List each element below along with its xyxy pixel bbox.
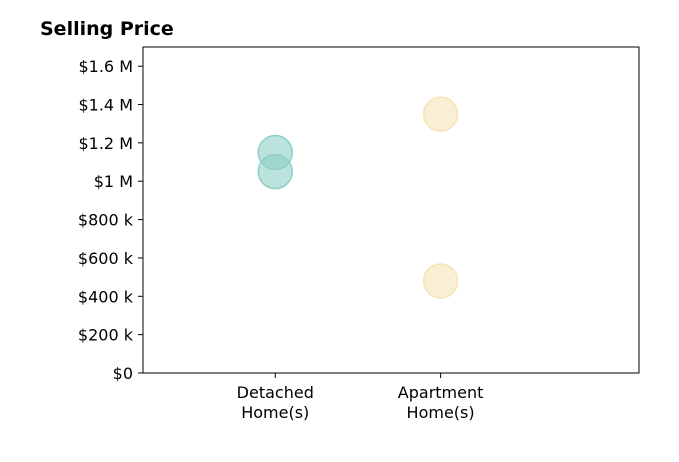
y-tick-label: $600 k xyxy=(78,249,134,268)
y-tick-label: $1 M xyxy=(94,172,133,191)
data-point xyxy=(422,263,459,299)
y-tick-label: $800 k xyxy=(78,211,134,230)
y-tick-label: $1.4 M xyxy=(78,96,133,115)
data-points xyxy=(257,96,459,299)
y-tick-label: $400 k xyxy=(78,287,134,306)
data-point xyxy=(422,96,459,132)
y-tick-label: $0 xyxy=(113,364,133,383)
plot-area xyxy=(142,46,640,374)
y-tick-label: $1.2 M xyxy=(78,134,133,153)
x-axis: Detached Home(s) Apartment Home(s) xyxy=(237,373,484,422)
y-tick-label: $1.6 M xyxy=(78,57,133,76)
y-axis: $0 $200 k $400 k $600 k $800 k $1 M $1.2 M $1.4… xyxy=(78,57,143,383)
x-tick-label: Apartment Home(s) xyxy=(398,383,484,422)
y-tick-label: $200 k xyxy=(78,326,134,345)
x-tick-label: Detached Home(s) xyxy=(237,383,314,422)
chart-title: Selling Price xyxy=(40,18,174,40)
data-point xyxy=(257,153,294,190)
